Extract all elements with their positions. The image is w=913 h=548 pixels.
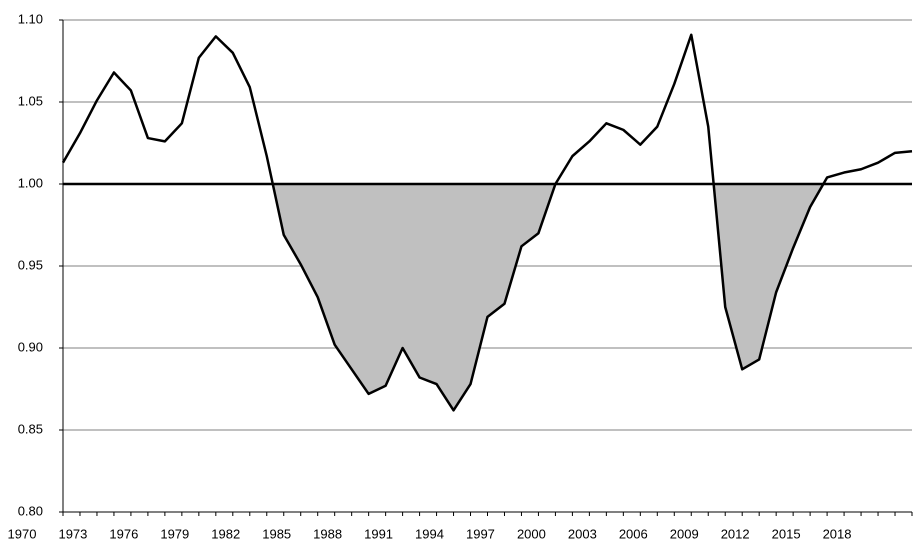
x-tick-label: 1979 — [160, 526, 189, 541]
x-tick-label: 1991 — [364, 526, 393, 541]
x-tick-label: 2018 — [823, 526, 852, 541]
x-tick-label: 2012 — [721, 526, 750, 541]
x-tick-label: 1976 — [109, 526, 138, 541]
x-tick-label: 1994 — [415, 526, 444, 541]
y-tick-label: 0.85 — [18, 421, 43, 436]
x-tick-label: 1970 — [8, 526, 37, 541]
y-tick-label: 0.95 — [18, 257, 43, 272]
x-tick-label: 2006 — [619, 526, 648, 541]
y-tick-label: 1.05 — [18, 93, 43, 108]
x-tick-label: 1982 — [211, 526, 240, 541]
y-tick-label: 0.90 — [18, 339, 43, 354]
x-tick-label: 1973 — [58, 526, 87, 541]
x-tick-label: 1997 — [466, 526, 495, 541]
x-tick-label: 2000 — [517, 526, 546, 541]
x-tick-label: 1988 — [313, 526, 342, 541]
y-tick-label: 1.10 — [18, 11, 43, 26]
y-tick-label: 1.00 — [18, 175, 43, 190]
shaded-area — [63, 184, 912, 411]
x-tick-label: 2015 — [772, 526, 801, 541]
x-tick-label: 2003 — [568, 526, 597, 541]
line — [61, 33, 913, 412]
y-tick-label: 0.80 — [18, 503, 43, 518]
x-tick-label: 2009 — [670, 526, 699, 541]
x-tick-label: 1985 — [262, 526, 291, 541]
